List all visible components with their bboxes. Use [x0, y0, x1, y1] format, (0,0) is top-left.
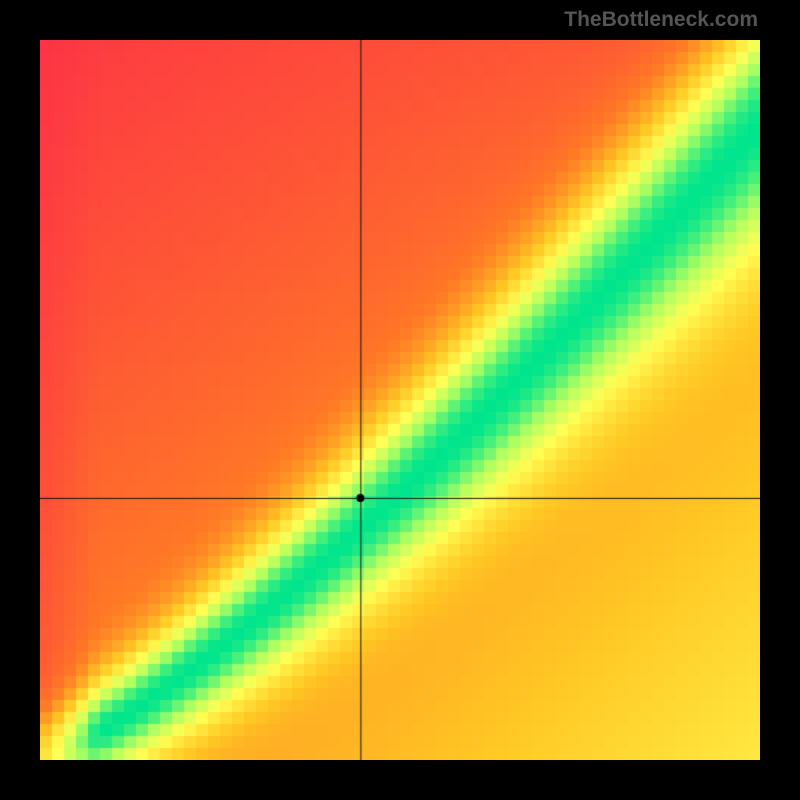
bottleneck-heatmap-plot: [40, 40, 760, 760]
heatmap-canvas: [40, 40, 760, 760]
watermark-text: TheBottleneck.com: [564, 8, 758, 32]
